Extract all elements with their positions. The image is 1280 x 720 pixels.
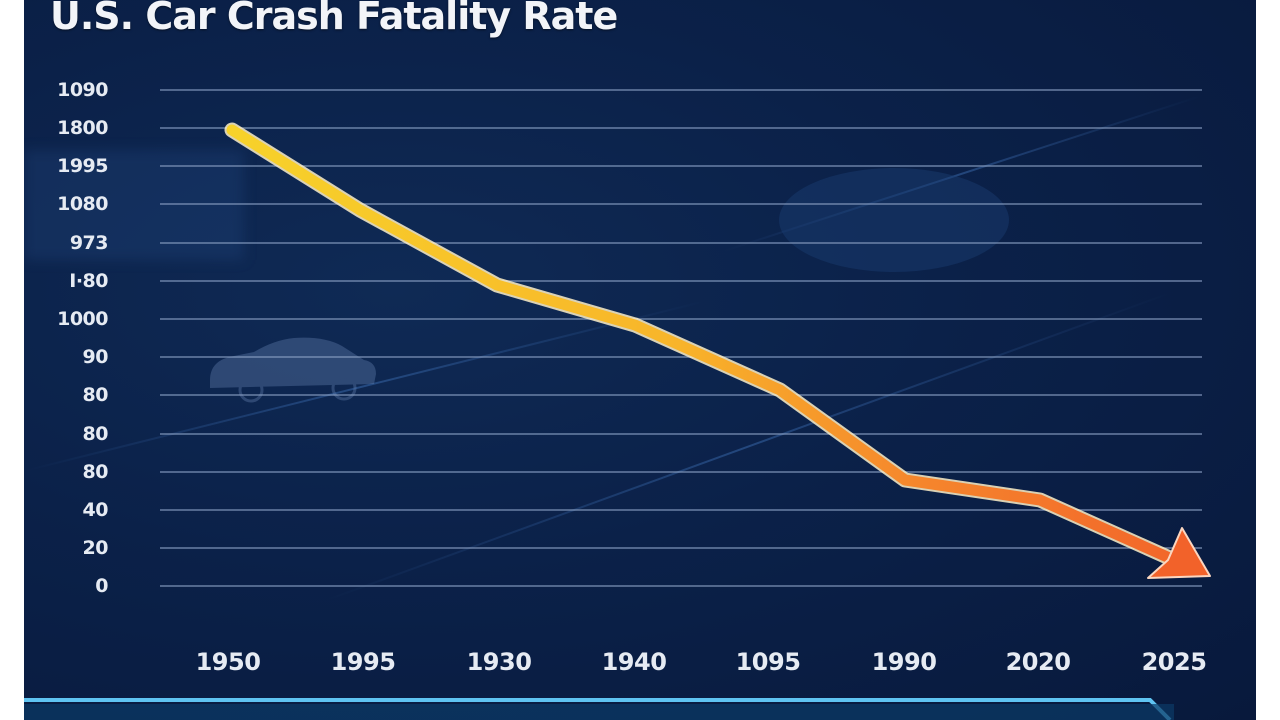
x-tick-label: 2020 [1005, 648, 1071, 676]
chart-panel: U.S. Car Crash Fatality Rate [24, 0, 1256, 720]
x-tick-label: 2025 [1141, 648, 1207, 676]
car-silhouette-icon [210, 337, 376, 403]
y-tick-label: 40 [82, 499, 109, 521]
gridlines [160, 89, 1202, 587]
y-tick-label: 1080 [57, 193, 108, 215]
x-tick-label: 1950 [195, 648, 261, 676]
car-blur-shape [779, 168, 1009, 272]
x-tick-label: 1930 [466, 648, 532, 676]
trend-arrowhead-icon [1147, 527, 1211, 579]
x-tick-label: 1990 [871, 648, 937, 676]
y-tick-label: 90 [82, 346, 109, 368]
x-tick-label: 1995 [330, 648, 396, 676]
x-tick-label: 1095 [735, 648, 801, 676]
fatality-rate-line [224, 122, 1211, 579]
y-tick-label: 1000 [57, 308, 108, 330]
y-tick-label: 1995 [57, 155, 108, 177]
line-chart [24, 89, 1211, 720]
y-tick-label: 973 [69, 232, 109, 254]
y-tick-label: 20 [82, 537, 109, 559]
y-tick-label: 80 [82, 423, 109, 445]
y-tick-label: 80 [82, 461, 109, 483]
y-tick-label: 1090 [57, 79, 108, 101]
y-tick-label: 80 [82, 384, 109, 406]
y-tick-label: 1800 [57, 117, 108, 139]
background-glow [24, 150, 244, 260]
y-tick-label: 0 [95, 575, 108, 597]
y-tick-label: I·80 [69, 270, 108, 292]
x-tick-label: 1940 [601, 648, 667, 676]
chart-title: U.S. Car Crash Fatality Rate [50, 0, 618, 38]
